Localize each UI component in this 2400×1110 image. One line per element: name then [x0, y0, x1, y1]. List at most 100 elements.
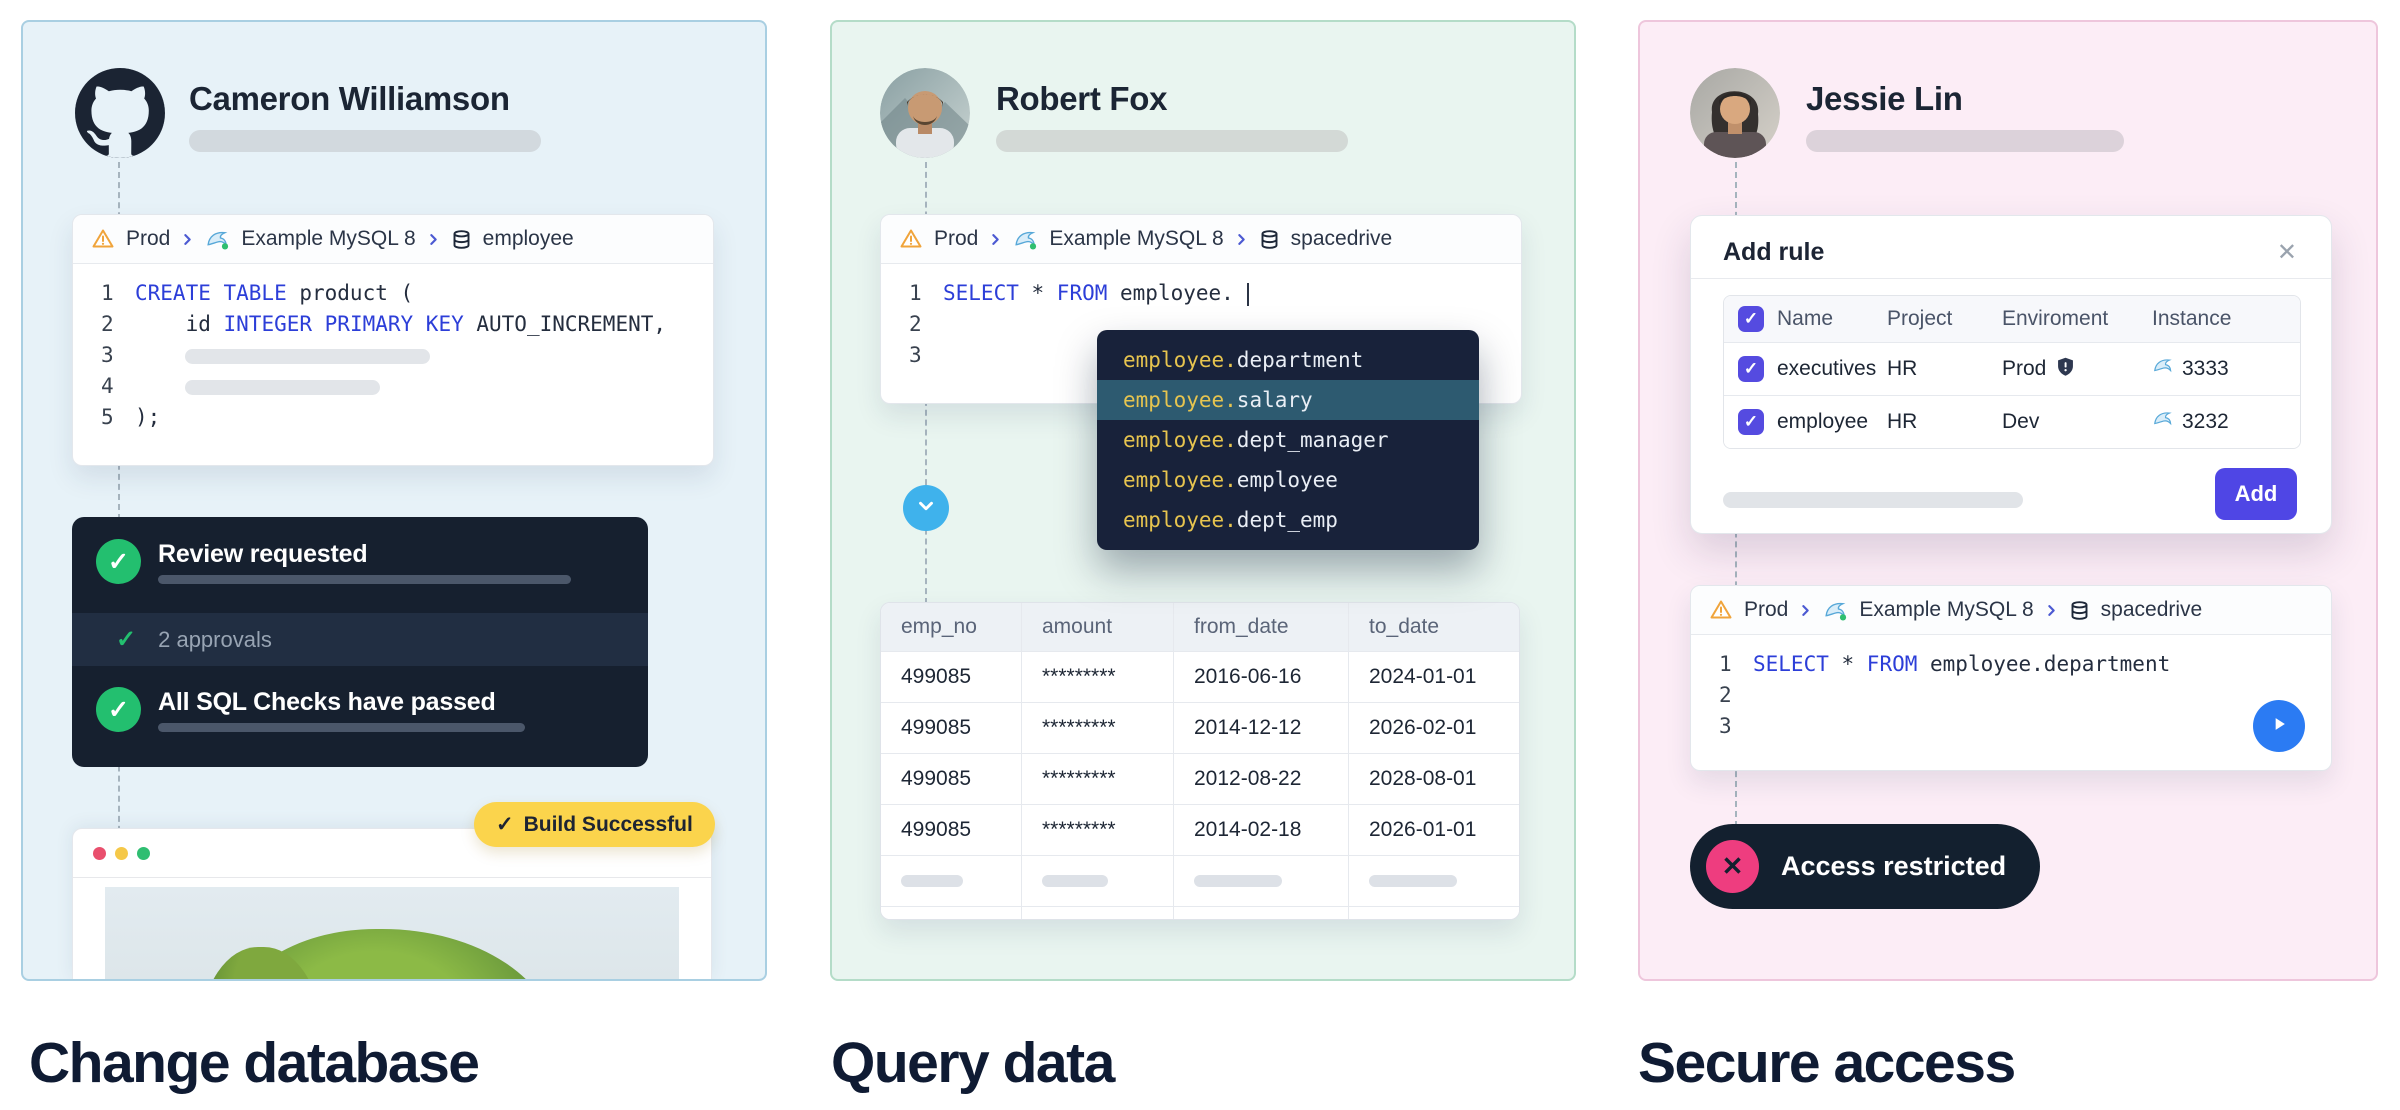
chevron-right-icon: [1235, 233, 1248, 246]
table-cell: 2016-06-16: [1173, 652, 1348, 702]
chevron-right-icon: [181, 233, 194, 246]
table-cell: 499085: [901, 716, 972, 739]
table-header-row: emp_no amount from_date to_date: [881, 603, 1519, 651]
dialog-title: Add rule: [1723, 238, 1825, 266]
rule-instance: 3232: [2182, 410, 2229, 433]
checkbox-checked[interactable]: ✓: [1738, 409, 1764, 435]
code-line: 1 SELECT * FROM employee.department: [1719, 652, 2171, 676]
breadcrumb-env[interactable]: Prod: [126, 227, 171, 250]
code-line: 5);: [101, 405, 161, 429]
breadcrumb-database[interactable]: employee: [482, 227, 574, 250]
review-status-box: ✓ Review requested ✓ 2 approvals ✓ All S…: [72, 517, 648, 767]
cell-skeleton: [1021, 856, 1173, 906]
run-query-button[interactable]: [2253, 700, 2305, 752]
table-cell: *********: [1021, 703, 1173, 753]
sql-editor-card: Prod Example MySQL 8 employee 1 CREATE TA…: [72, 214, 714, 466]
column-header: Enviroment: [2002, 307, 2109, 330]
code-line: 4: [101, 371, 713, 402]
checkbox-checked[interactable]: ✓: [1738, 356, 1764, 382]
browser-preview: [72, 828, 712, 979]
shield-icon: [2055, 356, 2076, 383]
access-restricted-pill: ✕ Access restricted: [1690, 824, 2041, 909]
rules-table: ✓ Name Project Enviroment Instance ✓ exe…: [1723, 295, 2301, 449]
user-name: Jessie Lin: [1806, 80, 1963, 117]
add-rule-dialog: Add rule ✕ ✓ Name Project Enviroment Ins…: [1690, 215, 2332, 534]
dialog-skeleton: [1723, 492, 2023, 508]
mysql-icon: [2152, 408, 2174, 436]
check-circle-icon: ✓: [96, 687, 141, 732]
avatar: [880, 68, 970, 158]
table-row-partial: [881, 906, 1519, 919]
rule-row: ✓ employee HR Dev 3232: [1724, 395, 2300, 448]
text-cursor: [1246, 282, 1249, 306]
breadcrumb-env[interactable]: Prod: [934, 227, 979, 250]
chevron-right-icon: [2045, 604, 2058, 617]
checkbox-checked[interactable]: ✓: [1738, 306, 1764, 332]
close-icon[interactable]: ✕: [2276, 239, 2297, 266]
breadcrumb: Prod Example MySQL 8 employee: [73, 215, 713, 264]
name-skeleton: [1806, 130, 2124, 152]
name-skeleton: [996, 130, 1348, 152]
column-header: Name: [1777, 307, 1834, 330]
autocomplete-dropdown: employee. department employee. salary empl…: [1097, 330, 1479, 550]
badge-label: Build Successful: [523, 812, 693, 836]
chevron-right-icon: [1799, 604, 1812, 617]
code-line: 3: [1719, 714, 1732, 738]
checks-passed-title: All SQL Checks have passed: [158, 688, 496, 716]
name-skeleton: [189, 130, 541, 152]
divider: [1691, 278, 2331, 279]
table-row: 499085 ********* 2014-02-18 2026-01-01: [881, 804, 1519, 855]
window-dot-yellow-icon: [115, 846, 128, 860]
mysql-icon: [205, 227, 230, 252]
breadcrumb-instance[interactable]: Example MySQL 8: [1049, 227, 1224, 250]
table-row: 499085 ********* 2014-12-12 2026-02-01: [881, 702, 1519, 753]
breadcrumb-instance[interactable]: Example MySQL 8: [1859, 598, 2034, 621]
column-header: to_date: [1348, 603, 1519, 651]
review-skeleton: [158, 723, 525, 732]
section-title-query-data: Query data: [831, 1031, 1115, 1095]
autocomplete-item[interactable]: employee. department: [1123, 348, 1364, 372]
autocomplete-item[interactable]: employee. dept_emp: [1123, 508, 1338, 532]
breadcrumb-database[interactable]: spacedrive: [2100, 598, 2203, 621]
breadcrumb-database[interactable]: spacedrive: [1290, 227, 1393, 250]
mysql-icon: [1013, 227, 1038, 252]
code-line: 2: [909, 312, 922, 336]
table-cell: 499085: [901, 818, 972, 841]
column-header: Project: [1887, 307, 1953, 330]
table-cell: 2024-01-01: [1348, 652, 1519, 702]
sql-editor[interactable]: 1 CREATE TABLE product ( 2 id INTEGER PRI…: [73, 264, 713, 433]
section-title-secure-access: Secure access: [1638, 1031, 2016, 1095]
rule-row: ✓ executives HR Prod 3333: [1724, 342, 2300, 395]
code-skeleton: [185, 379, 380, 395]
breadcrumb-instance[interactable]: Example MySQL 8: [241, 227, 416, 250]
breadcrumb-env[interactable]: Prod: [1744, 598, 1789, 621]
approvals-row: ✓ 2 approvals: [72, 613, 648, 666]
autocomplete-item[interactable]: employee. employee: [1123, 468, 1338, 492]
chevron-down-icon: [915, 495, 937, 522]
table-row: 499085 ********* 2012-08-22 2028-08-01: [881, 753, 1519, 804]
table-cell: 2026-01-01: [1348, 805, 1519, 855]
autocomplete-item[interactable]: employee. dept_manager: [1123, 428, 1389, 452]
check-circle-icon: ✓: [96, 539, 141, 584]
column-header: from_date: [1173, 603, 1348, 651]
code-line: 1 SELECT * FROM employee.: [909, 278, 1521, 309]
browser-titlebar: [73, 829, 711, 878]
rule-name: executives: [1777, 357, 1877, 380]
panel-change-database: Cameron Williamson Prod Example MySQL 8 …: [21, 20, 767, 981]
sql-editor[interactable]: 1 SELECT * FROM employee.department 2 3: [1691, 635, 2331, 742]
autocomplete-item-selected[interactable]: employee. salary: [1097, 380, 1479, 420]
code-line: 2 id INTEGER PRIMARY KEY AUTO_INCREMENT,: [101, 312, 667, 336]
breadcrumb: Prod Example MySQL 8 spacedrive: [1691, 586, 2331, 635]
add-button[interactable]: Add: [2215, 468, 2297, 520]
code-line: 3: [909, 343, 922, 367]
rule-env: Dev: [2002, 410, 2040, 433]
panel-query-data: Robert Fox Prod Example MySQL 8 spacedri…: [830, 20, 1576, 981]
code-line: 1 CREATE TABLE product (: [101, 281, 414, 305]
rule-instance: 3333: [2182, 357, 2229, 380]
sql-editor[interactable]: 1 SELECT * FROM employee. 2 3: [881, 264, 1521, 371]
rules-header-row: ✓ Name Project Enviroment Instance: [1724, 296, 2300, 342]
scroll-down-button[interactable]: [903, 485, 949, 531]
table-cell: 499085: [901, 767, 972, 790]
panel-secure-access: Jessie Lin Add rule ✕ ✓ Name Project Env…: [1638, 20, 2378, 981]
window-dot-green-icon: [137, 846, 150, 860]
